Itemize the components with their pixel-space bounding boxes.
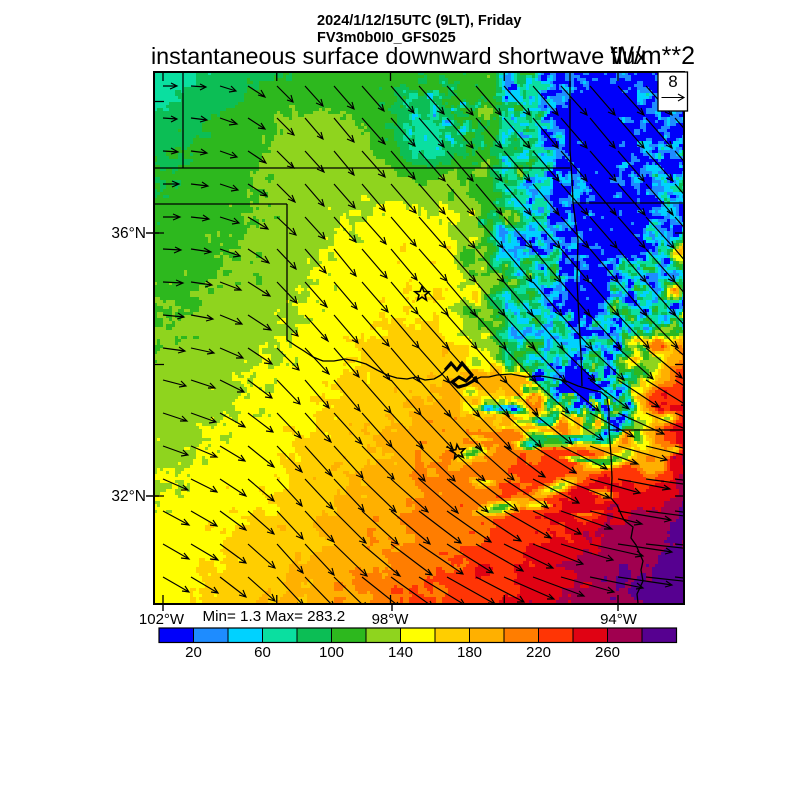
svg-text:FV3m0b0I0_GFS025: FV3m0b0I0_GFS025 — [317, 30, 456, 46]
svg-text:98°W: 98°W — [372, 611, 410, 628]
svg-text:36°N: 36°N — [111, 225, 146, 242]
svg-text:260: 260 — [595, 644, 620, 661]
svg-text:94°W: 94°W — [600, 611, 638, 628]
svg-text:instantaneous surface downward: instantaneous surface downward shortwave… — [151, 43, 647, 69]
svg-text:2024/1/12/15UTC (9LT), Friday: 2024/1/12/15UTC (9LT), Friday — [317, 13, 521, 29]
svg-text:W/m**2: W/m**2 — [610, 42, 695, 70]
svg-text:20: 20 — [185, 644, 202, 661]
svg-text:60: 60 — [254, 644, 271, 661]
svg-text:220: 220 — [526, 644, 551, 661]
svg-text:102°W: 102°W — [139, 611, 185, 628]
svg-text:Min= 1.3 Max= 283.2: Min= 1.3 Max= 283.2 — [203, 608, 346, 625]
svg-text:8: 8 — [668, 72, 677, 91]
svg-text:32°N: 32°N — [111, 488, 146, 505]
svg-text:100: 100 — [319, 644, 344, 661]
svg-text:140: 140 — [388, 644, 413, 661]
svg-text:180: 180 — [457, 644, 482, 661]
